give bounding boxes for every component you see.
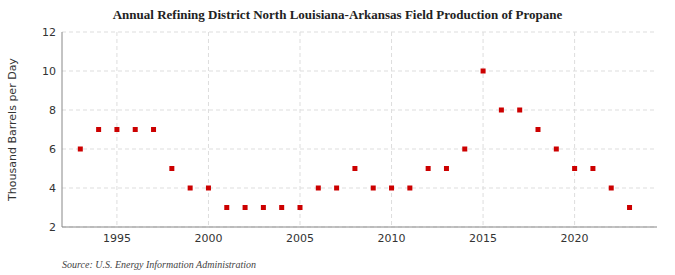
point	[206, 186, 211, 191]
point	[224, 205, 229, 210]
point	[188, 186, 193, 191]
y-tick-label: 12	[42, 26, 56, 39]
point	[114, 127, 119, 132]
chart-container: 1995 2000 2005 2010 2015 2020 2 4 6 8 10 12 Thousand…	[0, 0, 675, 275]
point	[96, 127, 101, 132]
x-grid-line	[483, 32, 484, 227]
y-grid-line	[62, 32, 657, 33]
x-tick-label: 2015	[469, 232, 497, 245]
point	[462, 147, 467, 152]
point	[133, 127, 138, 132]
point	[298, 205, 303, 210]
point	[627, 205, 632, 210]
y-tick-label: 2	[49, 221, 56, 234]
y-axis-line	[62, 32, 63, 227]
grid	[62, 32, 657, 227]
tick-labels: 1995 2000 2005 2010 2015 2020 2 4 6 8 10 12	[42, 26, 589, 245]
y-tick-label: 6	[49, 143, 56, 156]
y-grid-line	[62, 188, 657, 189]
x-grid-line	[300, 32, 301, 227]
point	[481, 69, 486, 74]
point	[78, 147, 83, 152]
point	[426, 166, 431, 171]
title: Annual Refining District North Louisiana…	[113, 7, 563, 22]
x-tick-label: 2010	[378, 232, 406, 245]
point	[499, 108, 504, 113]
x-grid-line	[391, 32, 392, 227]
source-note: Source: U.S. Energy Information Administ…	[62, 259, 256, 270]
point	[444, 166, 449, 171]
y-grid-line	[62, 110, 657, 111]
x-tick-label: 2005	[286, 232, 314, 245]
y-grid-line	[62, 71, 657, 72]
point	[151, 127, 156, 132]
point	[517, 108, 522, 113]
point	[389, 186, 394, 191]
y-tick-label: 10	[42, 65, 56, 78]
x-grid-line	[208, 32, 209, 227]
y-tick-label: 8	[49, 104, 56, 117]
point	[371, 186, 376, 191]
point	[334, 186, 339, 191]
point	[572, 166, 577, 171]
point	[554, 147, 559, 152]
point	[536, 127, 541, 132]
point	[261, 205, 266, 210]
point	[316, 186, 321, 191]
point	[352, 166, 357, 171]
point	[609, 186, 614, 191]
x-tick-label: 2000	[194, 232, 222, 245]
x-axis-line	[62, 227, 657, 228]
y-grid-line	[62, 149, 657, 150]
point	[590, 166, 595, 171]
x-tick-label: 2020	[561, 232, 589, 245]
point	[279, 205, 284, 210]
y-tick-label: 4	[49, 182, 56, 195]
chart: 1995 2000 2005 2010 2015 2020 2 4 6 8 10 12 Thousand…	[0, 0, 675, 275]
point	[407, 186, 412, 191]
point	[169, 166, 174, 171]
x-tick-label: 1995	[103, 232, 131, 245]
points	[78, 69, 632, 211]
x-grid-line	[574, 32, 575, 227]
y-grid-line	[62, 227, 657, 228]
y-axis-label: Thousand Barrels per Day	[6, 58, 19, 202]
point	[243, 205, 248, 210]
